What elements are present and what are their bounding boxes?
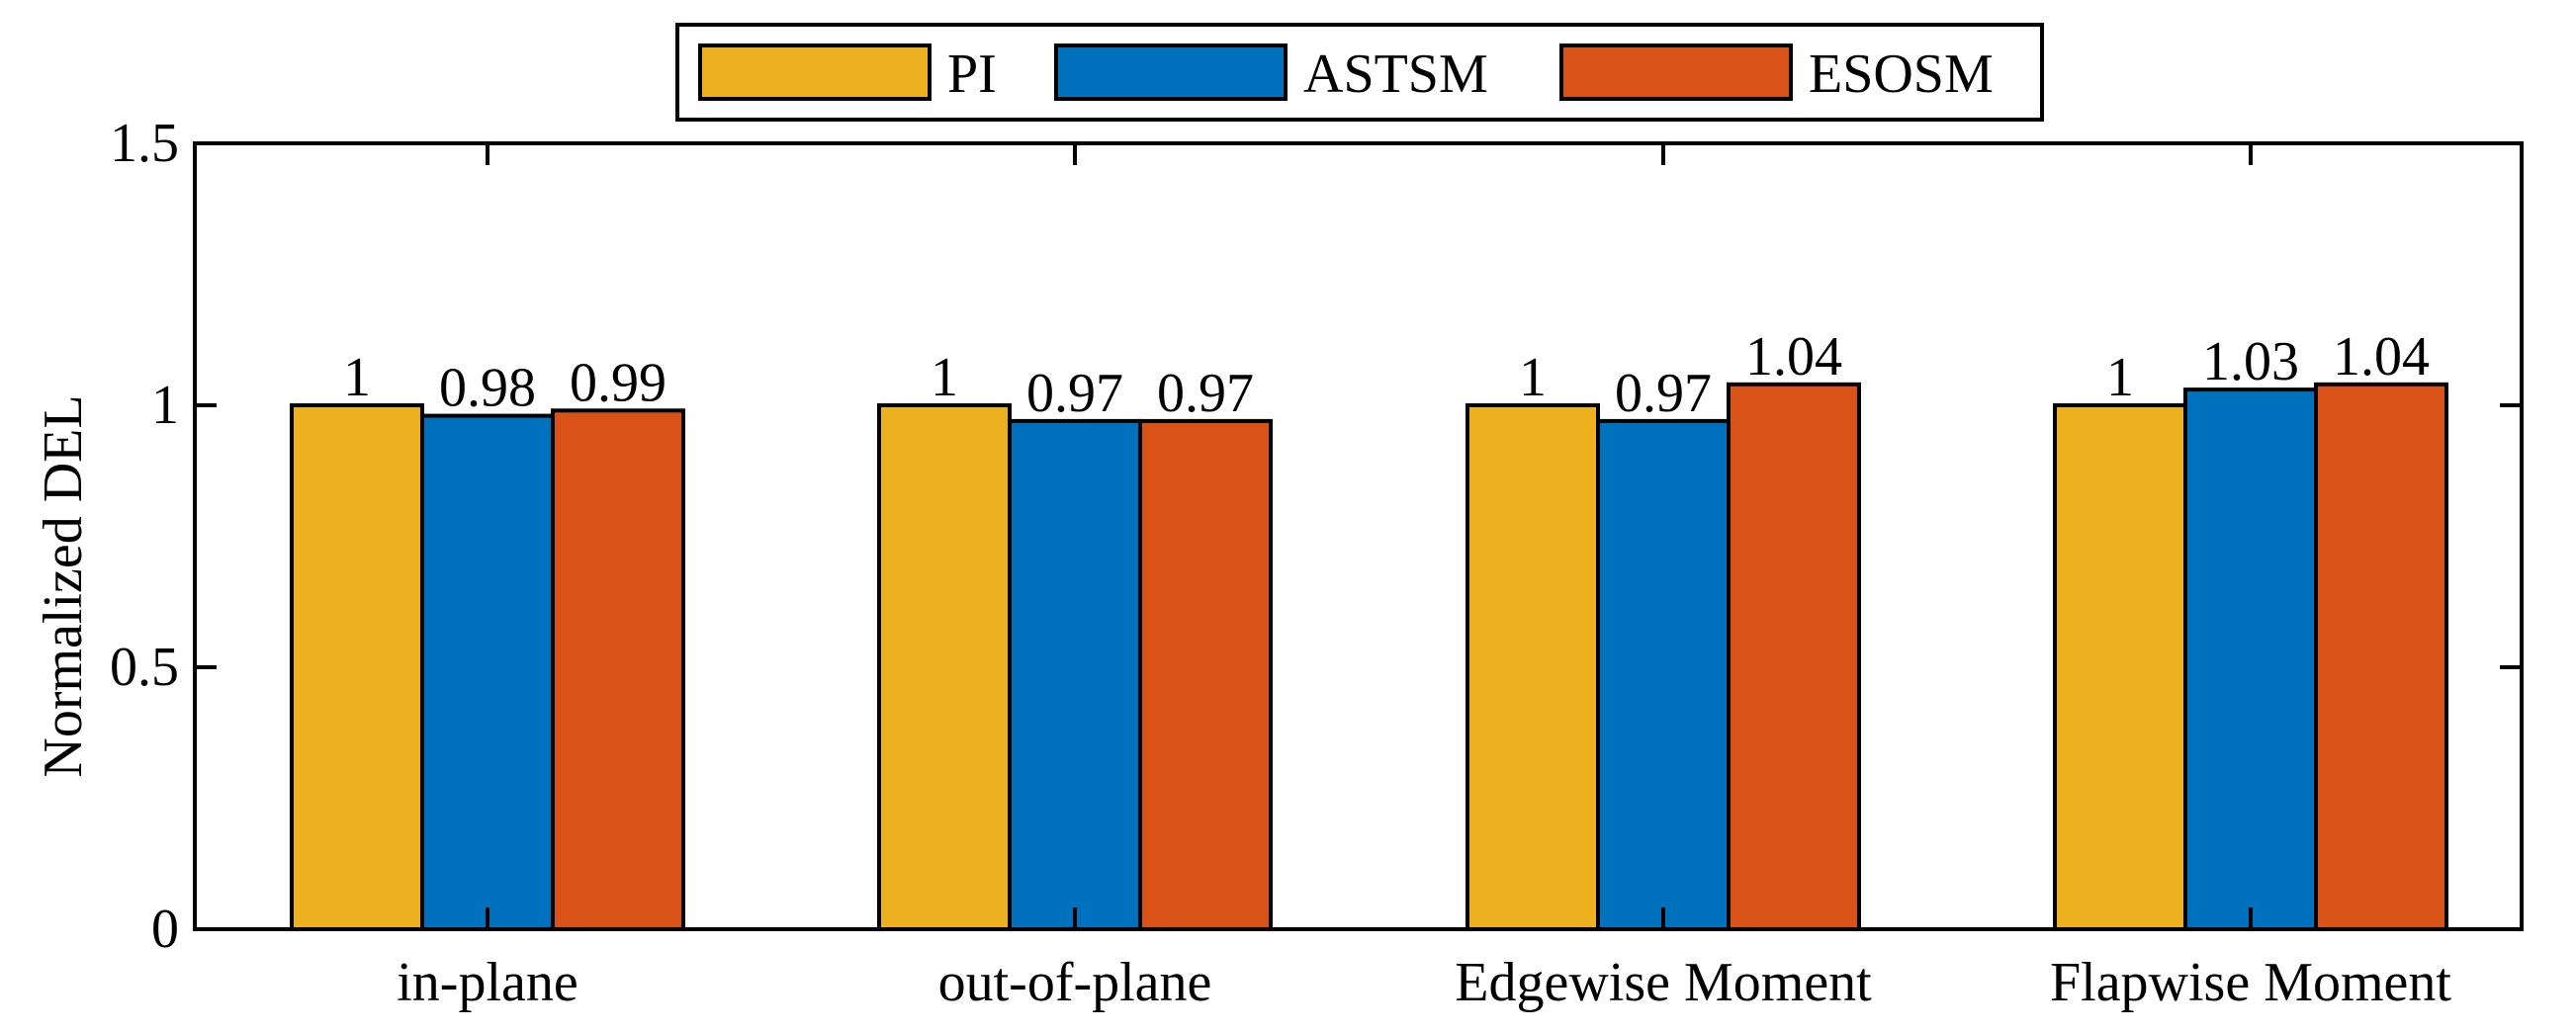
y-tick-label: 1 [151, 375, 179, 436]
bar-pi-1 [290, 403, 424, 931]
data-label-astsm-1: 0.98 [439, 358, 536, 419]
bar-esosm-4 [2314, 382, 2448, 931]
data-label-esosm-1: 0.99 [570, 352, 666, 413]
bar-astsm-3 [1596, 418, 1731, 931]
data-label-esosm-4: 1.04 [2333, 326, 2430, 388]
x-tick-label: out-of-plane [938, 952, 1212, 1013]
data-label-astsm-3: 0.97 [1615, 363, 1712, 424]
data-label-pi-3: 1 [1519, 347, 1547, 408]
data-label-astsm-4: 1.03 [2202, 331, 2299, 392]
legend-label-astsm: ASTSM [1303, 43, 1488, 105]
bar-esosm-1 [551, 408, 685, 931]
y-tick-label: 0.5 [110, 637, 179, 698]
y-tick-label: 1.5 [110, 113, 179, 174]
bar-pi-2 [877, 403, 1012, 931]
bar-pi-3 [1466, 403, 1600, 931]
bar-esosm-3 [1727, 382, 1861, 931]
data-label-esosm-2: 0.97 [1157, 363, 1254, 424]
bar-astsm-2 [1008, 418, 1142, 931]
bar-astsm-1 [420, 413, 555, 932]
x-tick-label: in-plane [397, 952, 577, 1013]
legend-swatch-pi [698, 43, 932, 101]
x-tick-label: Flapwise Moment [2050, 952, 2451, 1013]
data-label-esosm-3: 1.04 [1745, 326, 1842, 388]
data-label-pi-2: 1 [931, 347, 958, 408]
data-label-astsm-2: 0.97 [1026, 363, 1123, 424]
y-tick-label: 0 [151, 899, 179, 960]
data-label-pi-4: 1 [2106, 347, 2134, 408]
bar-pi-4 [2053, 403, 2187, 931]
y-axis-label: Normalized DEL [33, 394, 94, 777]
bar-astsm-4 [2183, 388, 2318, 932]
legend-label-esosm: ESOSM [1809, 43, 1994, 105]
legend-label-pi: PI [947, 43, 997, 105]
data-label-pi-1: 1 [343, 347, 371, 408]
bar-esosm-2 [1138, 418, 1273, 931]
plot-frame [193, 141, 2524, 931]
x-tick-label: Edgewise Moment [1455, 952, 1872, 1013]
legend-swatch-esosm [1559, 43, 1793, 101]
legend-swatch-astsm [1054, 43, 1288, 101]
